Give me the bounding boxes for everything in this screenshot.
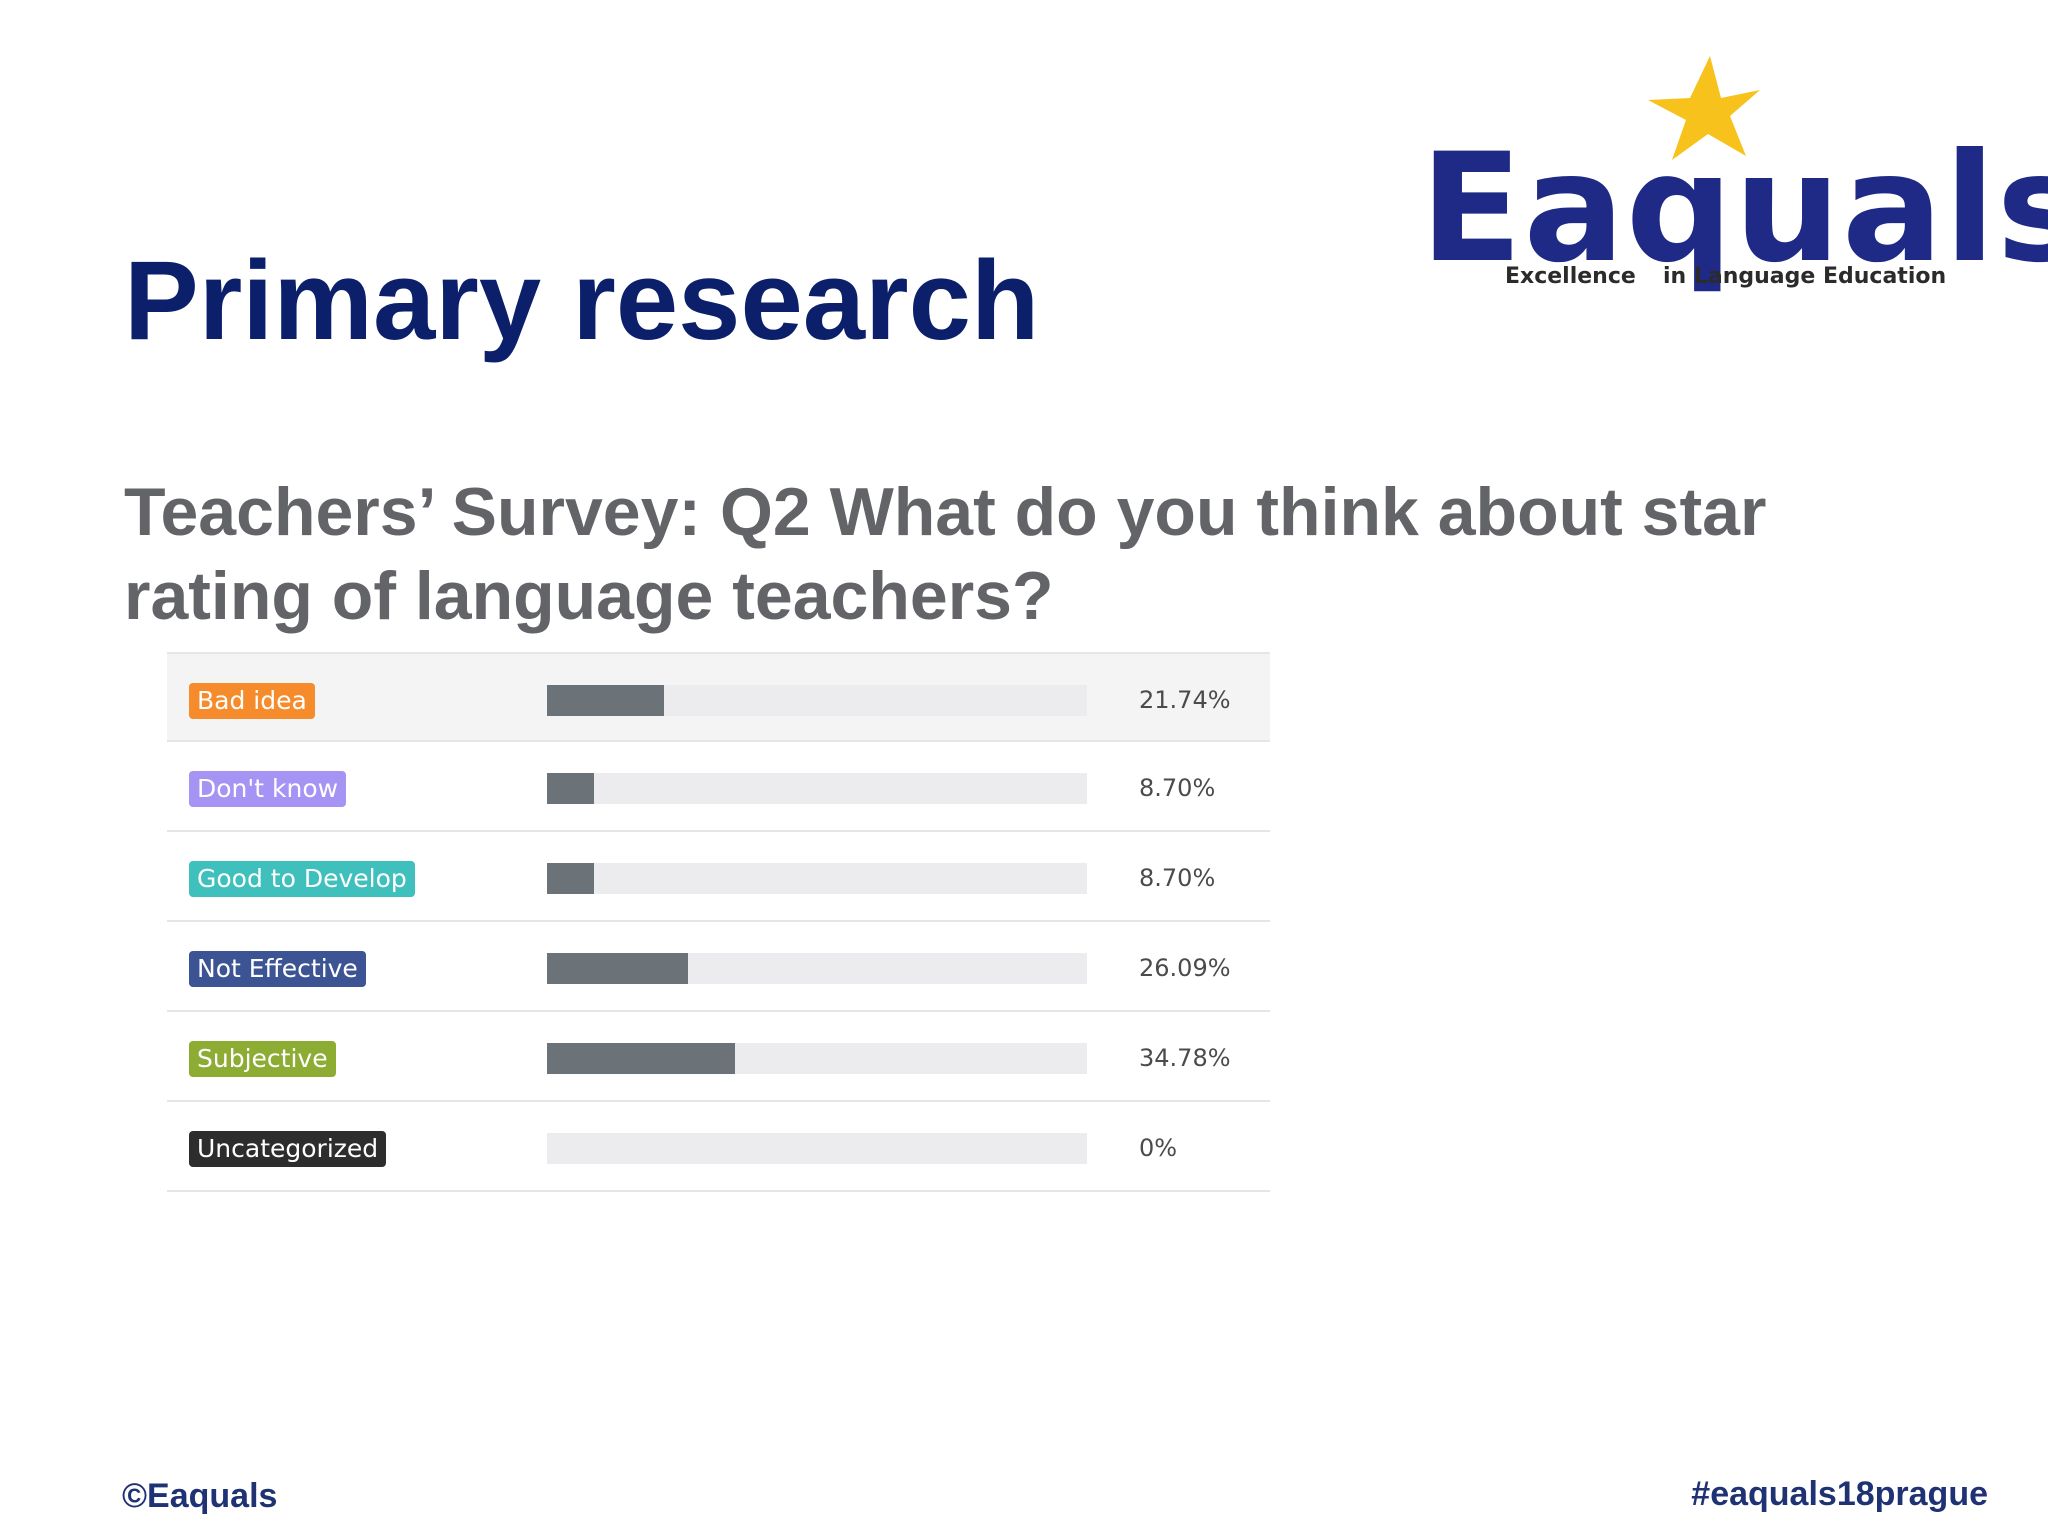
logo-wordmark: Eaquals bbox=[1420, 122, 2048, 296]
chart-row: Not Effective 26.09% bbox=[167, 922, 1270, 1012]
bar-track bbox=[547, 773, 1087, 804]
logo-tagline-right: in Language Education bbox=[1663, 264, 1947, 289]
footer-copyright: ©Eaquals bbox=[122, 1477, 278, 1515]
percentage-label: 0% bbox=[1139, 1134, 1178, 1162]
slide-title: Primary research bbox=[124, 238, 1040, 363]
percentage-label: 8.70% bbox=[1139, 864, 1216, 892]
bar bbox=[547, 773, 594, 804]
chart-row: Good to Develop 8.70% bbox=[167, 832, 1270, 922]
category-label: Subjective bbox=[189, 1041, 336, 1077]
category-label: Don't know bbox=[189, 771, 347, 807]
percentage-label: 26.09% bbox=[1139, 954, 1231, 982]
eaquals-logo: Eaquals Excellence in Language Education bbox=[1410, 52, 2048, 322]
bar-track bbox=[547, 863, 1087, 894]
bar-track bbox=[547, 685, 1087, 716]
percentage-label: 21.74% bbox=[1139, 686, 1231, 714]
bar bbox=[547, 1043, 735, 1074]
category-label: Bad idea bbox=[189, 683, 315, 719]
chart-row: Uncategorized 0% bbox=[167, 1102, 1270, 1192]
slide-subtitle: Teachers’ Survey: Q2 What do you think a… bbox=[124, 474, 1767, 634]
bar-track bbox=[547, 1043, 1087, 1074]
bar bbox=[547, 685, 665, 716]
category-label: Not Effective bbox=[189, 951, 366, 987]
logo-tagline-left: Excellence bbox=[1505, 264, 1636, 289]
category-label: Good to Develop bbox=[189, 861, 415, 897]
footer-hashtag: #eaquals18prague bbox=[1691, 1475, 1988, 1513]
bar-track bbox=[547, 1133, 1087, 1164]
percentage-label: 8.70% bbox=[1139, 774, 1216, 802]
category-label: Uncategorized bbox=[189, 1131, 387, 1167]
star-icon bbox=[1648, 56, 1760, 160]
bar bbox=[547, 953, 688, 984]
percentage-label: 34.78% bbox=[1139, 1044, 1231, 1072]
chart-row: Subjective 34.78% bbox=[167, 1012, 1270, 1102]
survey-results-chart: Bad idea 21.74% Don't know 8.70% Good to Dev… bbox=[167, 652, 1270, 1192]
chart-row: Don't know 8.70% bbox=[167, 742, 1270, 832]
chart-row: Bad idea 21.74% bbox=[167, 652, 1270, 742]
bar bbox=[547, 863, 594, 894]
bar-track bbox=[547, 953, 1087, 984]
